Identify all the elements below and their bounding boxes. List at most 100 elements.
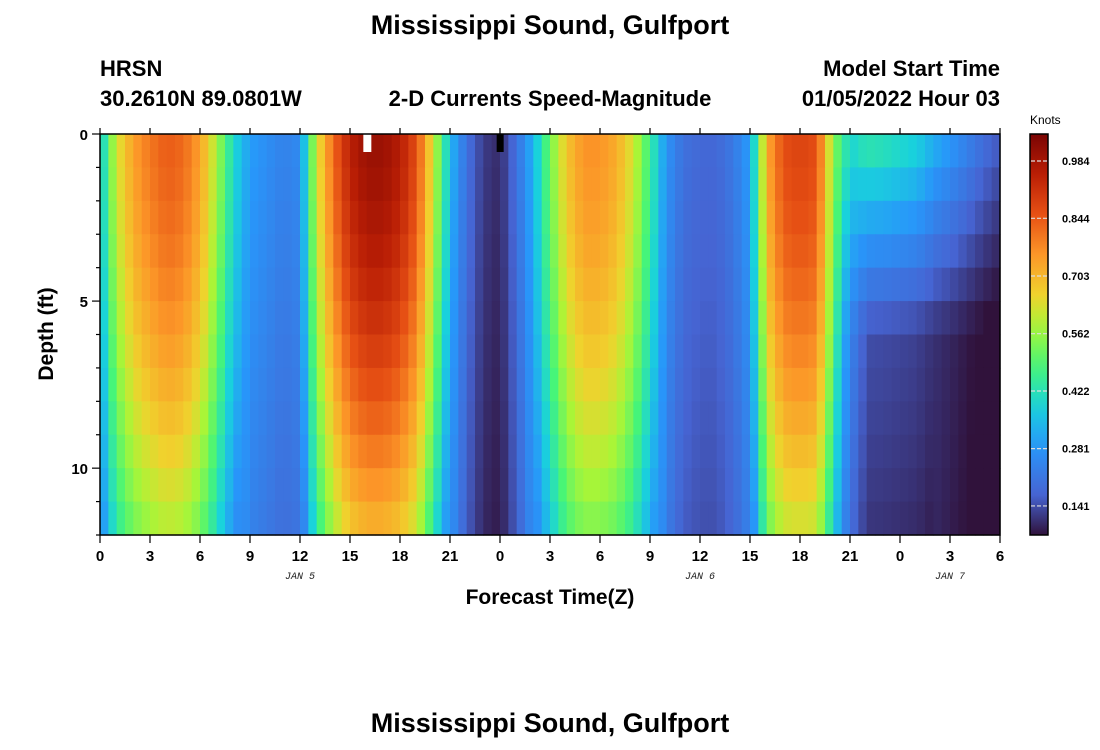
heatmap-cell (533, 334, 543, 369)
heatmap-cell (300, 234, 309, 269)
heatmap-cell (266, 301, 276, 336)
heatmap-cell (500, 167, 509, 202)
heatmap-cell (933, 468, 943, 503)
heatmap-cell (908, 200, 918, 235)
heatmap-cell (350, 434, 359, 469)
heatmap-cell (133, 501, 143, 536)
heatmap-cell (275, 234, 284, 269)
x-tick-label: 15 (342, 548, 359, 565)
heatmap-cell (275, 334, 284, 369)
heatmap-cell (808, 234, 818, 269)
heatmap-cell (433, 367, 443, 402)
heatmap-cell (450, 134, 459, 169)
heatmap-cell (766, 267, 776, 302)
heatmap-cell (725, 367, 734, 402)
heatmap-cell (283, 401, 293, 436)
heatmap-cell (575, 167, 584, 202)
heatmap-cell (875, 200, 884, 235)
heatmap-cell (700, 267, 709, 302)
heatmap-cell (333, 501, 343, 536)
heatmap-cell (491, 501, 501, 536)
heatmap-cell (108, 468, 118, 503)
heatmap-cell (733, 367, 743, 402)
heatmap-cell (866, 468, 876, 503)
heatmap-cell (175, 301, 184, 336)
heatmap-cell (550, 434, 559, 469)
heatmap-cell (125, 167, 134, 202)
heatmap-cell (141, 434, 151, 469)
heatmap-cell (891, 167, 901, 202)
heatmap-cell (841, 434, 851, 469)
heatmap-cell (283, 167, 293, 202)
heatmap-cell (725, 234, 734, 269)
heatmap-cell (575, 501, 584, 536)
heatmap-cell (275, 267, 284, 302)
heatmap-cell (208, 401, 218, 436)
heatmap-cell (683, 301, 693, 336)
heatmap-cell (816, 334, 826, 369)
heatmap-cell (225, 267, 234, 302)
heatmap-cell (925, 267, 934, 302)
heatmap-cell (641, 167, 651, 202)
heatmap-cell (450, 167, 459, 202)
heatmap-cell (783, 501, 793, 536)
heatmap-cell (275, 468, 284, 503)
heatmap-cell (575, 434, 584, 469)
heatmap-cell (775, 501, 784, 536)
heatmap-cell (600, 334, 609, 369)
heatmap-cell (925, 301, 934, 336)
heatmap-cell (616, 200, 626, 235)
heatmap-cell (391, 468, 401, 503)
heatmap-cell (958, 401, 968, 436)
heatmap-cell (408, 501, 418, 536)
heatmap-cell (575, 134, 584, 169)
heatmap-cell (566, 367, 576, 402)
heatmap-cell (191, 401, 201, 436)
heatmap-cell (825, 468, 834, 503)
heatmap-cell (241, 200, 251, 235)
heatmap-cell (191, 334, 201, 369)
heatmap-cell (583, 401, 593, 436)
heatmap-cell (358, 334, 368, 369)
heatmap-cell (450, 234, 459, 269)
heatmap-cell (100, 468, 109, 503)
heatmap-cell (200, 301, 209, 336)
heatmap-cell (375, 267, 384, 302)
heatmap-cell (391, 501, 401, 536)
heatmap-cell (625, 234, 634, 269)
heatmap-cell (925, 334, 934, 369)
heatmap-cell (383, 134, 393, 169)
colorbar-label: Knots (1030, 113, 1061, 127)
heatmap-cell (516, 200, 526, 235)
heatmap-cell (233, 301, 243, 336)
heatmap-cell (350, 501, 359, 536)
heatmap-cell (308, 301, 318, 336)
heatmap-cell (750, 334, 759, 369)
heatmap-cell (116, 200, 126, 235)
x-tick-label: 21 (442, 548, 459, 565)
heatmap-cell (391, 167, 401, 202)
heatmap-cell (283, 200, 293, 235)
heatmap-cell (350, 134, 359, 169)
heatmap-cell (875, 334, 884, 369)
heatmap-cell (300, 468, 309, 503)
heatmap-cell (583, 434, 593, 469)
heatmap-cell (525, 434, 534, 469)
heatmap-cell (541, 468, 551, 503)
heatmap-cell (800, 401, 809, 436)
heatmap-cell (183, 301, 193, 336)
heatmap-cell (766, 167, 776, 202)
heatmap-cell (333, 267, 343, 302)
heatmap-cell (116, 434, 126, 469)
model-start-value: 01/05/2022 Hour 03 (801, 86, 1000, 111)
heatmap-cell (741, 367, 751, 402)
heatmap-cell (425, 468, 434, 503)
heatmap-cell (875, 167, 884, 202)
heatmap-cell (708, 301, 718, 336)
heatmap-cell (658, 234, 668, 269)
heatmap-cell (466, 200, 476, 235)
heatmap-cell (475, 167, 484, 202)
heatmap-cell (483, 334, 493, 369)
heatmap-cell (608, 468, 618, 503)
heatmap-cell (566, 134, 576, 169)
